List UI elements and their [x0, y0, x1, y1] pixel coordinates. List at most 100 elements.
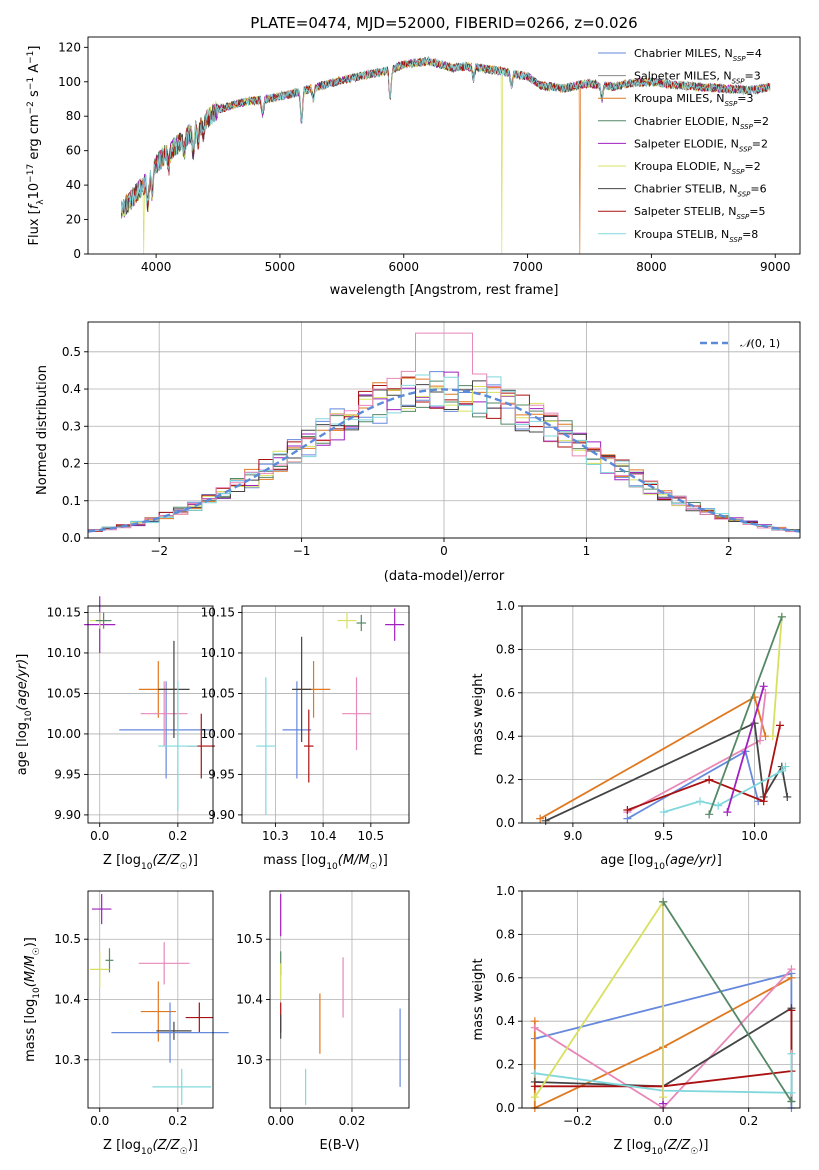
panel-weight_vs_Z: −0.2 0.0 0.2 0.0 0.2 0.4 0.6 0.8 1.0 mass weight Z… [471, 884, 801, 1157]
weight-line-kroupa_miles [533, 977, 792, 1110]
y-tick-label: 9.95 [208, 767, 235, 781]
x-tick-label: −1 [293, 544, 311, 558]
weight-marker [536, 814, 545, 823]
y-tick-label: 0.0 [62, 531, 81, 545]
y-tick-label: 0.6 [496, 971, 515, 985]
grid-lines [242, 606, 409, 823]
y-tick-label: 40 [66, 178, 81, 192]
weight-marker [768, 732, 777, 741]
weight-marker [787, 1006, 796, 1015]
weight-marker [541, 816, 550, 825]
weight-marker [761, 688, 770, 697]
weight-marker [787, 1097, 796, 1106]
weight-marker [783, 792, 792, 801]
errorbar-point-chabrier_elodie [105, 948, 114, 973]
errorbar-point-chabrier_stelib [292, 636, 312, 743]
weight-marker [787, 1088, 796, 1097]
errorbar-point-chabrier_stelib [156, 1021, 192, 1040]
weight-marker [696, 797, 705, 806]
x-tick-label: 2 [725, 544, 733, 558]
weight-line-salpeter_stelib [627, 725, 781, 811]
y-tick-label: 9.90 [208, 808, 235, 822]
x-axis-label: Z [log10(Z/Z☉)] [614, 1138, 709, 1157]
plot-area [84, 596, 215, 811]
panel-weight_vs_age: 9.0 9.5 10.0 0.0 0.2 0.4 0.6 0.8 1.0 mass weight a… [471, 599, 801, 872]
weight-marker [530, 1023, 539, 1032]
weight-marker [787, 973, 796, 982]
errorbar-point-chabrier_miles [111, 1002, 229, 1063]
x-tick-label: 10.5 [357, 829, 384, 843]
y-tick-label: 100 [58, 75, 81, 89]
panel-mass_vs_ebv: 0.00 0.02 10.3 10.4 10.5 E(B-V) [236, 890, 410, 1153]
y-tick-label: 60 [66, 144, 81, 158]
panel-spectrum: 4000 5000 6000 7000 8000 9000 0 20 40 60 80 100 120 P… [26, 14, 801, 298]
y-tick-label: 0.4 [496, 1014, 515, 1028]
y-tick-label: 0.5 [62, 345, 81, 359]
weight-marker [787, 965, 796, 974]
errorbar-point-pink [140, 681, 188, 747]
histogram-pink [87, 332, 800, 538]
x-tick-label: 0 [440, 544, 448, 558]
axes-frame [87, 605, 214, 824]
y-tick-label: 0.0 [496, 1101, 515, 1115]
legend-label: Salpeter ELODIE, NSSP=2 [634, 137, 768, 153]
errorbar-point-salpeter_stelib [185, 1002, 213, 1033]
y-tick-label: 9.90 [54, 808, 81, 822]
errorbar-point-salpeter_elodie [385, 608, 405, 641]
y-tick-label: 10.05 [47, 686, 81, 700]
legend-label: Salpeter STELIB, NSSP=5 [634, 205, 766, 221]
weight-marker [787, 1049, 796, 1058]
weight-marker [705, 775, 714, 784]
legend-label: Chabrier ELODIE, NSSP=2 [634, 115, 769, 131]
x-axis-label: mass [log10(M/M☉)] [263, 853, 388, 872]
chart-title: PLATE=0474, MJD=52000, FIBERID=0266, z=0… [250, 14, 637, 32]
x-tick-label: 9.0 [563, 829, 582, 843]
y-tick-label: 20 [66, 213, 81, 227]
x-tick-label: 9000 [760, 260, 791, 274]
weight-line-kroupa_elodie [771, 616, 783, 737]
weight-line-kroupa_stelib [534, 1053, 793, 1094]
x-tick-label: 0.0 [90, 1114, 109, 1128]
x-tick-label: 0.0 [90, 829, 109, 843]
panel-age_vs_Z: 0.0 0.2 9.90 9.95 10.00 10.05 10.10 10.15 Z [log… [15, 596, 215, 872]
weight-line-salpeter_stelib [534, 1010, 793, 1088]
errorbar-point-kroupa_stelib [158, 681, 198, 811]
y-tick-label: 10.15 [47, 605, 81, 619]
y-tick-label: 10.3 [236, 1053, 263, 1067]
y-tick-label: 1.0 [496, 599, 515, 613]
grid-lines [270, 891, 409, 1108]
x-tick-label: 10.3 [262, 829, 289, 843]
weight-marker [659, 808, 668, 817]
weight-line-chabrier_elodie [708, 616, 783, 815]
x-tick-label: 6000 [388, 260, 419, 274]
weight-marker [777, 612, 786, 621]
spectrum-line-kroupa_miles [121, 57, 771, 254]
legend-label: Chabrier STELIB, NSSP=6 [634, 183, 767, 199]
weight-marker [759, 797, 768, 806]
weight-marker [530, 1082, 539, 1091]
weight-marker [530, 1093, 539, 1102]
weight-marker [705, 810, 714, 819]
legend: Chabrier MILES, NSSP=4 Salpeter MILES, NS… [598, 47, 769, 244]
errorbar-point-kroupa_stelib [256, 677, 276, 815]
x-tick-label: 8000 [636, 260, 667, 274]
y-tick-label: 0.4 [496, 729, 515, 743]
weight-marker [777, 766, 786, 775]
grid-lines [88, 606, 213, 823]
y-axis-label: mass [log10(M/M☉)] [23, 937, 42, 1062]
panel-age_vs_mass: 10.3 10.4 10.5 9.90 9.95 10.00 10.05 10.10 10.15… [201, 605, 410, 872]
errorbar-point-chabrier_stelib [158, 640, 190, 738]
histogram-salpeter_stelib [87, 376, 800, 538]
errorbar-point-salpeter_stelib [304, 709, 314, 783]
legend: 𝒩(0, 1) [700, 337, 780, 350]
y-tick-label: 10.05 [201, 686, 235, 700]
y-tick-label: 0.0 [496, 816, 515, 830]
legend-label: Kroupa ELODIE, NSSP=2 [634, 160, 761, 176]
plot-area [87, 332, 801, 538]
y-tick-label: 10.3 [54, 1053, 81, 1067]
axes-frame [241, 605, 410, 824]
spectrum-line-kroupa_elodie [121, 57, 771, 254]
axes-frame [87, 36, 801, 255]
y-tick-label: 10.4 [54, 993, 81, 1007]
